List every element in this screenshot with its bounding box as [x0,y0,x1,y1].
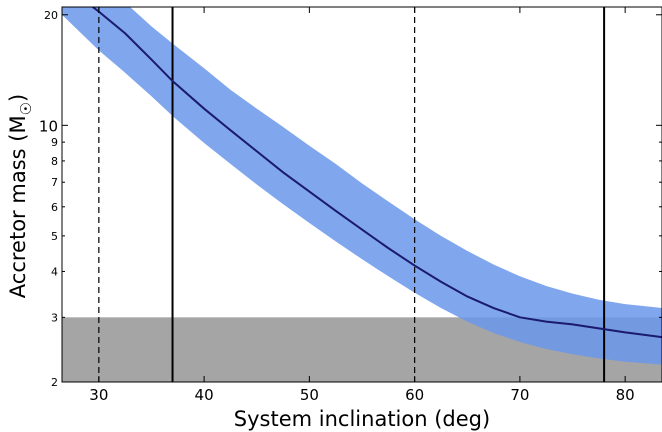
plot-frame [61,6,662,383]
mass-uncertainty-band [62,7,662,365]
y-tick-label-8: 8 [51,155,58,168]
x-tick-label-50: 50 [300,386,319,404]
x-tick-label-80: 80 [616,386,635,404]
y-tick-label-20: 20 [44,9,58,22]
mass-curve [91,7,662,339]
y-axis-label: Accretor mass (M☉) [6,94,35,298]
solar-symbol: ☉ [17,102,35,115]
x-tick-label-60: 60 [405,386,424,404]
y-tick-label-7: 7 [51,176,58,189]
x-axis-label: System inclination (deg) [234,407,490,431]
inclination-limit-lines [98,7,606,382]
y-tick-label-5: 5 [51,230,58,243]
x-tick-label-40: 40 [195,386,214,404]
y-axis-label-main: Accretor mass (M [6,115,30,298]
x-tick-label-30: 30 [89,386,108,404]
y-axis-label-close: ) [6,94,30,102]
y-tick-label-6: 6 [51,201,58,214]
x-axis-ticks: 30 40 50 60 70 80 [89,7,635,404]
y-tick-label-2: 2 [51,376,58,389]
y-axis-ticks: 10 20 2 3 4 5 6 7 8 9 [39,9,662,389]
y-tick-label-9: 9 [51,136,58,149]
y-tick-label-10: 10 [39,117,58,135]
y-tick-label-3: 3 [51,311,58,324]
plot-area [62,7,662,382]
y-tick-label-4: 4 [51,265,58,278]
x-tick-label-70: 70 [510,386,529,404]
